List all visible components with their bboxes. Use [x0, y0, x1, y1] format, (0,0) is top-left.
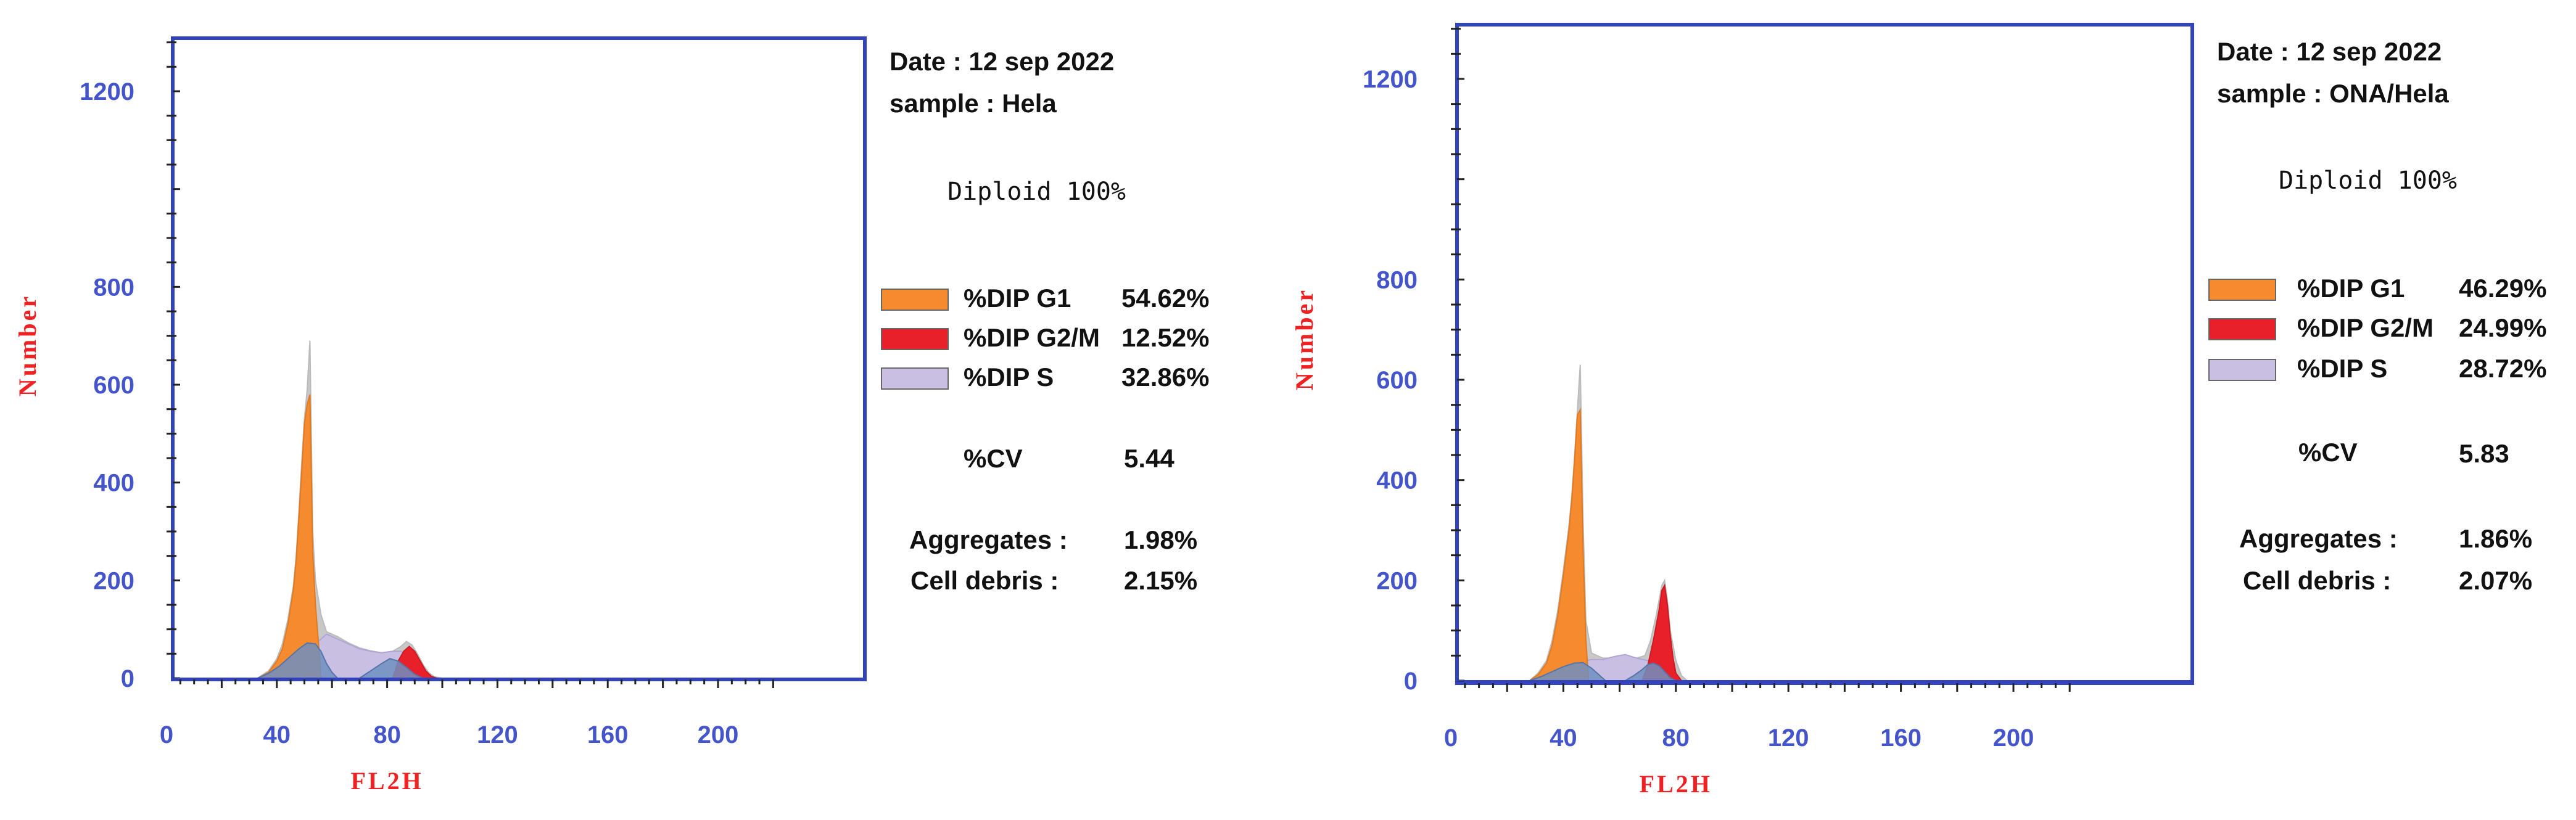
cv-label: %CV — [2298, 438, 2358, 467]
sample-label: sample : Hela — [890, 89, 1057, 118]
cell-debris-value: 2.07% — [2459, 566, 2533, 595]
legend-label-s: %DIP S — [964, 363, 1054, 392]
y-tick-label: 200 — [1376, 567, 1418, 594]
cv-value: 5.83 — [2459, 439, 2509, 468]
legend-swatch-g1 — [2208, 279, 2276, 301]
x-tick-label: 200 — [1993, 724, 2034, 752]
x-tick-label: 0 — [1444, 724, 1458, 752]
cell-debris-value: 2.15% — [1124, 566, 1198, 595]
x-axis-ticks — [1464, 683, 2071, 692]
y-axis-title: Number — [14, 294, 41, 396]
cell-debris-label: Cell debris : — [2243, 566, 2392, 595]
legend-value-s: 32.86% — [1121, 363, 1210, 392]
y-tick-label: 1200 — [1363, 66, 1418, 93]
date-label: Date : 12 sep 2022 — [890, 47, 1115, 76]
legend-swatch-s — [2208, 359, 2276, 381]
y-tick-label: 600 — [1376, 367, 1418, 394]
y-tick-label: 600 — [93, 372, 134, 399]
histogram-plot-left: 0 200 400 600 800 1200 0 40 80 120 160 200 FL2H Numbe… — [14, 36, 867, 795]
g1-peak-area — [257, 394, 322, 679]
y-tick-label: 0 — [1404, 668, 1418, 695]
x-axis-ticks — [179, 679, 774, 688]
histogram-figure-right: 0 200 400 600 800 1200 0 40 80 120 160 200 FL2H Numbe… — [1283, 0, 2576, 820]
y-tick-label: 800 — [93, 274, 134, 301]
x-tick-label: 40 — [263, 721, 291, 748]
y-tick-label: 400 — [1376, 467, 1418, 494]
g2m-fit-area — [357, 658, 424, 679]
legend-label-g2m: %DIP G2/M — [2297, 313, 2434, 342]
x-axis-title: FL2H — [350, 767, 423, 795]
legend-value-g2m: 24.99% — [2459, 313, 2547, 342]
x-tick-label: 160 — [1880, 724, 1922, 752]
cell-debris-label: Cell debris : — [910, 566, 1059, 595]
legend-value-g1: 54.62% — [1121, 284, 1210, 313]
aggregates-value: 1.98% — [1124, 525, 1198, 554]
y-axis-ticks — [167, 41, 180, 679]
aggregates-label: Aggregates : — [2239, 524, 2398, 553]
y-tick-label: 200 — [93, 567, 134, 594]
date-label: Date : 12 sep 2022 — [2217, 37, 2442, 66]
legend-label-g1: %DIP G1 — [964, 284, 1071, 313]
total-histogram — [255, 340, 443, 679]
y-axis-title: Number — [1290, 288, 1318, 390]
cv-label: %CV — [964, 444, 1023, 473]
sample-label: sample : ONA/Hela — [2217, 79, 2449, 108]
x-tick-label: 160 — [587, 721, 629, 748]
y-tick-label: 400 — [93, 470, 134, 497]
aggregates-label: Aggregates : — [909, 525, 1068, 554]
histogram-figure-left: 0 200 400 600 800 1200 0 40 80 120 160 200 FL2H Numbe… — [0, 0, 1271, 820]
y-tick-label: 1200 — [80, 78, 134, 105]
y-tick-label: 0 — [121, 665, 134, 692]
x-tick-label: 80 — [373, 721, 401, 748]
plot-frame — [171, 36, 867, 681]
ploidy-label: Diploid 100% — [947, 178, 1126, 206]
x-tick-label: 120 — [477, 721, 518, 748]
x-axis-title: FL2H — [1640, 770, 1712, 798]
legend-swatch-g2m — [881, 328, 949, 350]
ploidy-label: Diploid 100% — [2279, 166, 2457, 195]
legend-swatch-g1 — [881, 289, 949, 311]
legend-value-g1: 46.29% — [2459, 274, 2547, 303]
histogram-plot-right: 0 200 400 600 800 1200 0 40 80 120 160 200 FL2H Numbe… — [1290, 23, 2194, 798]
legend-label-s: %DIP S — [2297, 354, 2388, 383]
g2m-fit-area — [1623, 662, 1677, 681]
legend-swatch-g2m — [2208, 318, 2276, 340]
legend-label-g2m: %DIP G2/M — [964, 323, 1100, 352]
y-tick-label: 800 — [1376, 266, 1418, 293]
legend-swatch-s — [881, 367, 949, 390]
x-tick-label: 40 — [1550, 724, 1577, 752]
legend-value-s: 28.72% — [2459, 354, 2547, 383]
x-tick-label: 80 — [1662, 724, 1690, 752]
legend-value-g2m: 12.52% — [1121, 323, 1210, 352]
cv-value: 5.44 — [1124, 444, 1174, 473]
x-tick-label: 200 — [698, 721, 739, 748]
x-tick-label: 120 — [1768, 724, 1809, 752]
g1-fit-area — [257, 642, 339, 679]
g1-peak-area — [1527, 408, 1590, 681]
g1-fit-area — [1529, 662, 1608, 681]
x-tick-label: 0 — [160, 721, 173, 748]
aggregates-value: 1.86% — [2459, 524, 2533, 553]
legend-label-g1: %DIP G1 — [2297, 274, 2405, 303]
g2m-peak-area — [1641, 583, 1683, 681]
